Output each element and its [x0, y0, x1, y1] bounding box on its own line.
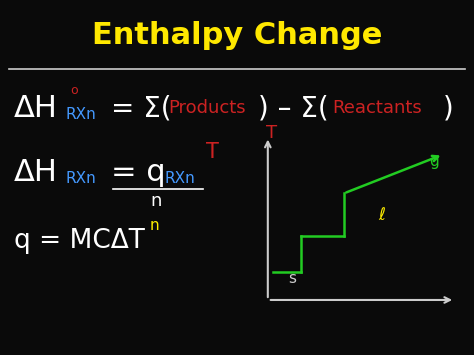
Text: Enthalpy Change: Enthalpy Change	[92, 21, 382, 50]
Text: ) – Σ(: ) – Σ(	[258, 94, 329, 122]
Text: = q: = q	[111, 158, 166, 187]
Text: RXn: RXn	[65, 107, 96, 122]
Text: = Σ(: = Σ(	[111, 94, 172, 122]
Text: q = MCΔT: q = MCΔT	[14, 228, 145, 255]
Text: T: T	[206, 142, 219, 162]
Text: RXn: RXn	[65, 171, 96, 186]
Text: g: g	[429, 154, 438, 169]
Text: RXn: RXn	[165, 171, 196, 186]
Text: s: s	[289, 271, 296, 286]
Text: n: n	[151, 192, 162, 209]
Text: T: T	[265, 124, 277, 142]
Text: ℓ: ℓ	[378, 206, 385, 224]
Text: n: n	[149, 218, 159, 233]
Text: o: o	[70, 84, 78, 97]
Text: Reactants: Reactants	[332, 99, 421, 117]
Text: ): )	[443, 94, 454, 122]
Text: ΔH: ΔH	[14, 158, 58, 187]
Text: Products: Products	[168, 99, 246, 117]
Text: ΔH: ΔH	[14, 94, 58, 123]
